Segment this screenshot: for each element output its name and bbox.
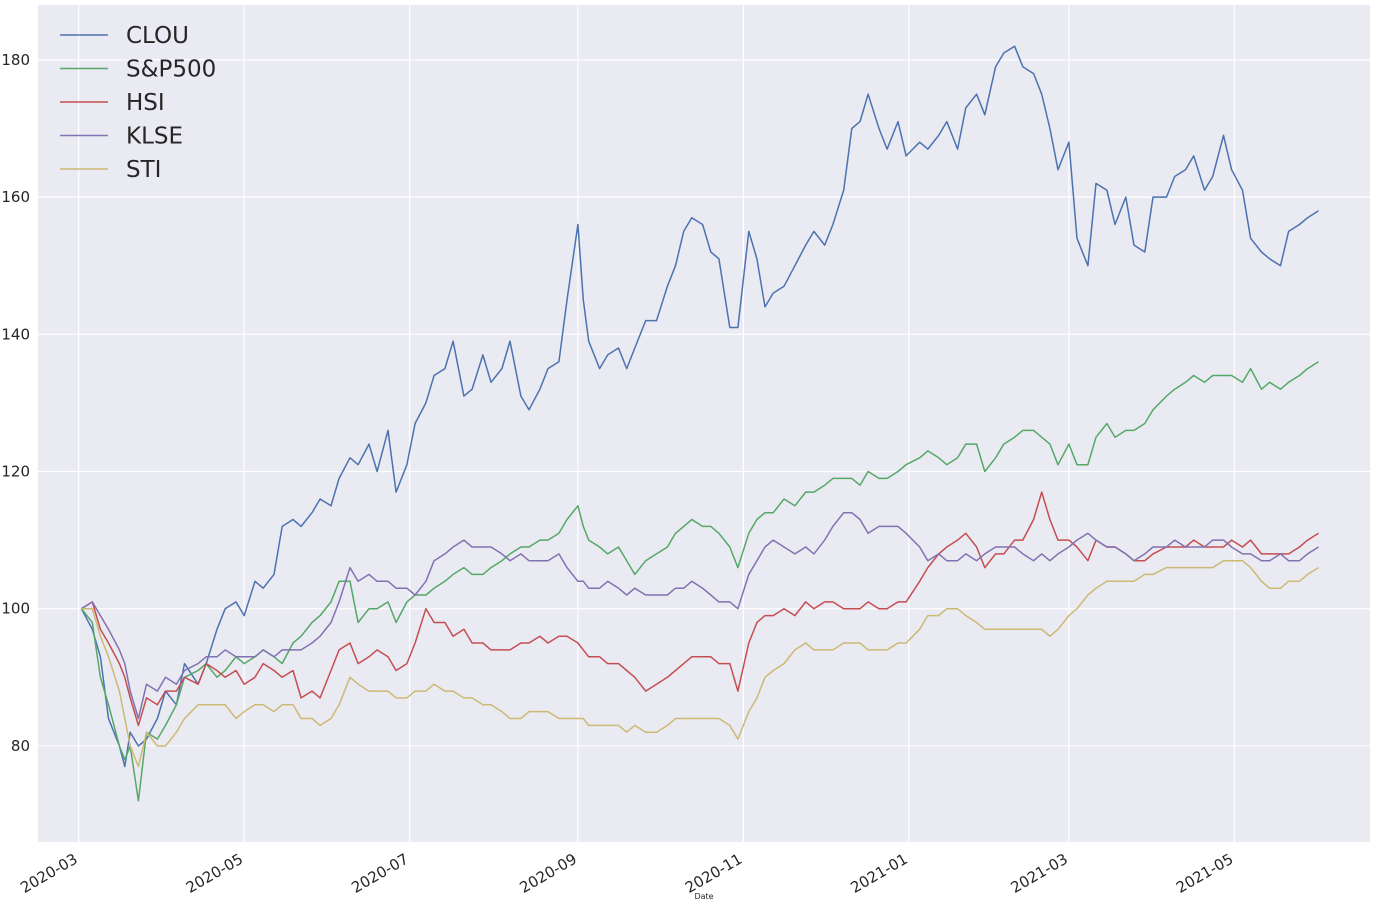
- legend-label: S&P500: [126, 57, 216, 83]
- x-tick-label: 2020-11: [682, 850, 745, 897]
- x-tick-label: 2021-05: [1173, 850, 1236, 897]
- grid-lines: [38, 5, 1370, 842]
- x-tick-label: 2021-01: [848, 850, 911, 897]
- y-axis: 80 100 120 140 160 180: [1, 51, 30, 755]
- series-line-klse: [81, 511, 1319, 720]
- x-axis: 2020-03 2020-05 2020-07 2020-09 2020-11 2021-…: [17, 850, 1236, 897]
- x-tick-label: 2020-05: [183, 850, 246, 897]
- series-lines: [80, 45, 1319, 802]
- y-tick-label: 160: [1, 188, 30, 206]
- plot-area: [38, 5, 1370, 842]
- legend-label: HSI: [126, 90, 165, 116]
- x-tick-label: 2021-03: [1008, 850, 1071, 897]
- legend-label: KLSE: [126, 124, 183, 150]
- y-tick-label: 100: [1, 600, 30, 618]
- series-line-clou: [80, 45, 1319, 768]
- x-axis-title: Date: [694, 892, 713, 901]
- x-tick-label: 2020-07: [348, 850, 411, 897]
- y-tick-label: 120: [1, 463, 30, 481]
- legend: CLOU S&P500 HSI KLSE STI: [60, 23, 216, 183]
- legend-label: CLOU: [126, 23, 189, 49]
- series-line-sp500: [80, 361, 1319, 802]
- x-tick-label: 2020-09: [517, 850, 580, 897]
- legend-label: STI: [126, 157, 161, 183]
- y-tick-label: 180: [1, 51, 30, 69]
- y-tick-label: 80: [11, 737, 30, 755]
- y-tick-label: 140: [1, 325, 30, 343]
- series-line-sti: [81, 559, 1319, 768]
- x-tick-label: 2020-03: [17, 850, 80, 897]
